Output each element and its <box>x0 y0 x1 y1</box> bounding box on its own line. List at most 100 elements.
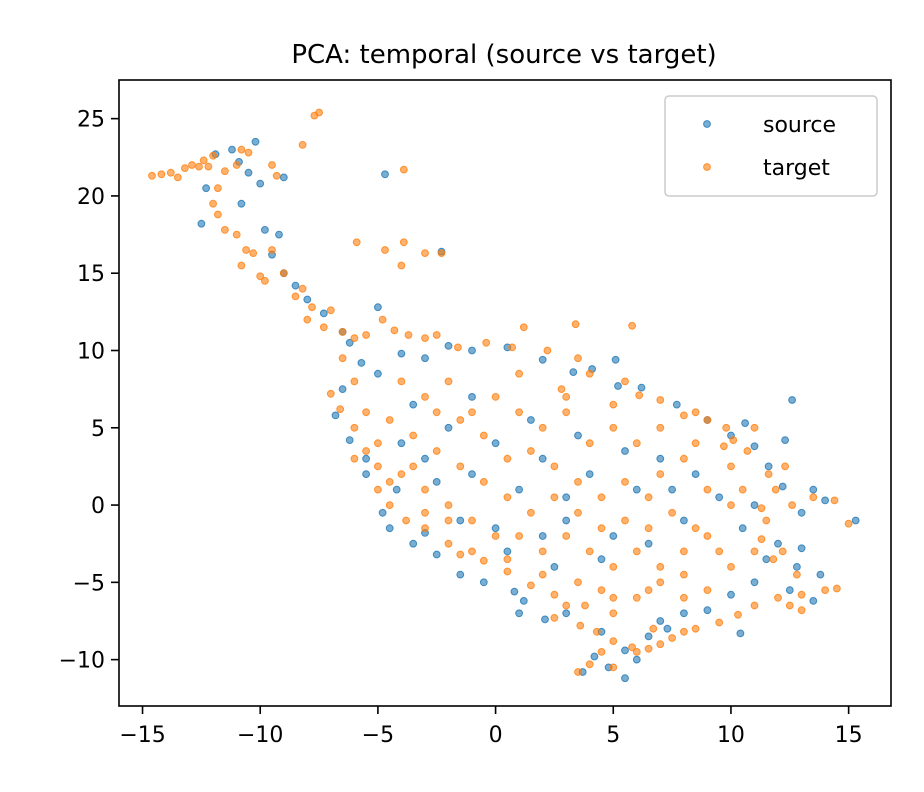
legend-label-target: target <box>763 156 830 181</box>
target-point-22 <box>249 249 258 258</box>
target-point-179 <box>621 478 629 486</box>
target-point-137 <box>750 547 759 556</box>
target-point-80 <box>821 586 829 594</box>
target-point-83 <box>757 535 766 543</box>
target-point-53 <box>350 423 359 432</box>
target-point-160 <box>538 547 547 556</box>
source-point-49 <box>821 496 829 505</box>
target-point-60 <box>444 539 453 548</box>
target-point-101 <box>519 323 528 332</box>
x-axis: −15 −10 −5 0 5 10 15 <box>119 706 863 748</box>
source-point-102 <box>456 516 465 525</box>
y-tick-label-3: 5 <box>91 417 105 442</box>
source-point-71 <box>621 646 629 655</box>
target-point-95 <box>656 396 665 404</box>
y-tick-label-2: 0 <box>91 494 105 519</box>
target-point-180 <box>644 493 653 502</box>
target-point-112 <box>720 442 728 451</box>
target-point-148 <box>632 439 641 448</box>
legend-marker-source <box>703 120 711 128</box>
target-point-71 <box>628 643 636 652</box>
target-point-19 <box>221 226 229 234</box>
target-point-173 <box>479 478 488 486</box>
source-point-74 <box>632 655 641 664</box>
y-tick-label-1: −5 <box>73 571 105 596</box>
target-point-212 <box>421 508 429 517</box>
target-point-24 <box>256 272 265 281</box>
target-point-49 <box>338 354 347 363</box>
target-point-18 <box>214 210 222 219</box>
target-point-197 <box>503 555 512 564</box>
source-point-112 <box>621 447 629 455</box>
source-point-111 <box>574 431 582 440</box>
target-point-157 <box>609 563 618 571</box>
source-point-60 <box>809 597 818 605</box>
source-point-93 <box>491 439 500 448</box>
target-point-117 <box>778 547 787 556</box>
target-point-64 <box>527 581 535 590</box>
target-point-36 <box>362 331 371 339</box>
target-point-0 <box>148 171 156 180</box>
x-tick-label-5: 10 <box>717 723 745 748</box>
target-point-48 <box>315 108 324 117</box>
target-point-174 <box>503 493 512 502</box>
target-point-98 <box>585 369 594 378</box>
source-point-44 <box>750 442 759 451</box>
source-point-19 <box>381 170 389 179</box>
target-point-3 <box>173 173 182 182</box>
target-point-151 <box>703 485 712 494</box>
source-point-92 <box>468 470 476 479</box>
target-point-74 <box>691 624 700 633</box>
target-point-51 <box>326 389 335 398</box>
target-point-27 <box>279 269 288 278</box>
x-tick-label-3: 0 <box>489 723 503 748</box>
source-point-22 <box>357 359 366 367</box>
target-point-31 <box>303 315 312 324</box>
source-point-53 <box>738 524 747 533</box>
source-point-106 <box>644 539 653 548</box>
source-point-73 <box>663 624 672 633</box>
target-point-195 <box>444 516 453 525</box>
source-point-61 <box>750 578 759 587</box>
target-point-11 <box>232 161 241 169</box>
source-point-91 <box>444 423 453 432</box>
source-point-72 <box>644 632 653 641</box>
target-point-116 <box>788 501 796 510</box>
target-point-191 <box>479 431 488 440</box>
source-point-96 <box>562 516 571 525</box>
y-tick-label-4: 10 <box>77 339 105 364</box>
source-point-15 <box>303 295 312 304</box>
target-point-152 <box>727 501 735 510</box>
target-point-198 <box>538 570 547 579</box>
source-point-26 <box>362 454 371 463</box>
target-point-182 <box>691 524 700 533</box>
source-point-110 <box>527 416 535 424</box>
target-point-46 <box>298 141 307 149</box>
target-point-186 <box>597 524 606 533</box>
source-point-64 <box>703 606 712 615</box>
source-point-34 <box>569 368 578 377</box>
target-point-45 <box>399 165 408 174</box>
source-point-59 <box>785 586 794 594</box>
source-point-21 <box>345 338 354 347</box>
target-point-158 <box>585 547 594 556</box>
target-point-134 <box>680 570 688 579</box>
target-point-37 <box>378 315 387 324</box>
target-point-77 <box>750 601 759 610</box>
source-point-105 <box>597 555 606 564</box>
target-point-65 <box>550 590 559 599</box>
target-point-135 <box>703 586 712 594</box>
source-point-79 <box>510 587 519 596</box>
source-point-24 <box>331 411 340 420</box>
target-point-107 <box>404 331 413 339</box>
legend-box <box>664 95 878 197</box>
source-point-31 <box>468 346 476 355</box>
source-point-67 <box>621 674 629 683</box>
x-tick-label-0: −15 <box>119 723 165 748</box>
target-point-204 <box>562 393 571 401</box>
source-point-114 <box>397 439 406 448</box>
target-point-25 <box>261 277 269 285</box>
source-point-116 <box>468 393 476 401</box>
target-point-34 <box>338 328 347 336</box>
